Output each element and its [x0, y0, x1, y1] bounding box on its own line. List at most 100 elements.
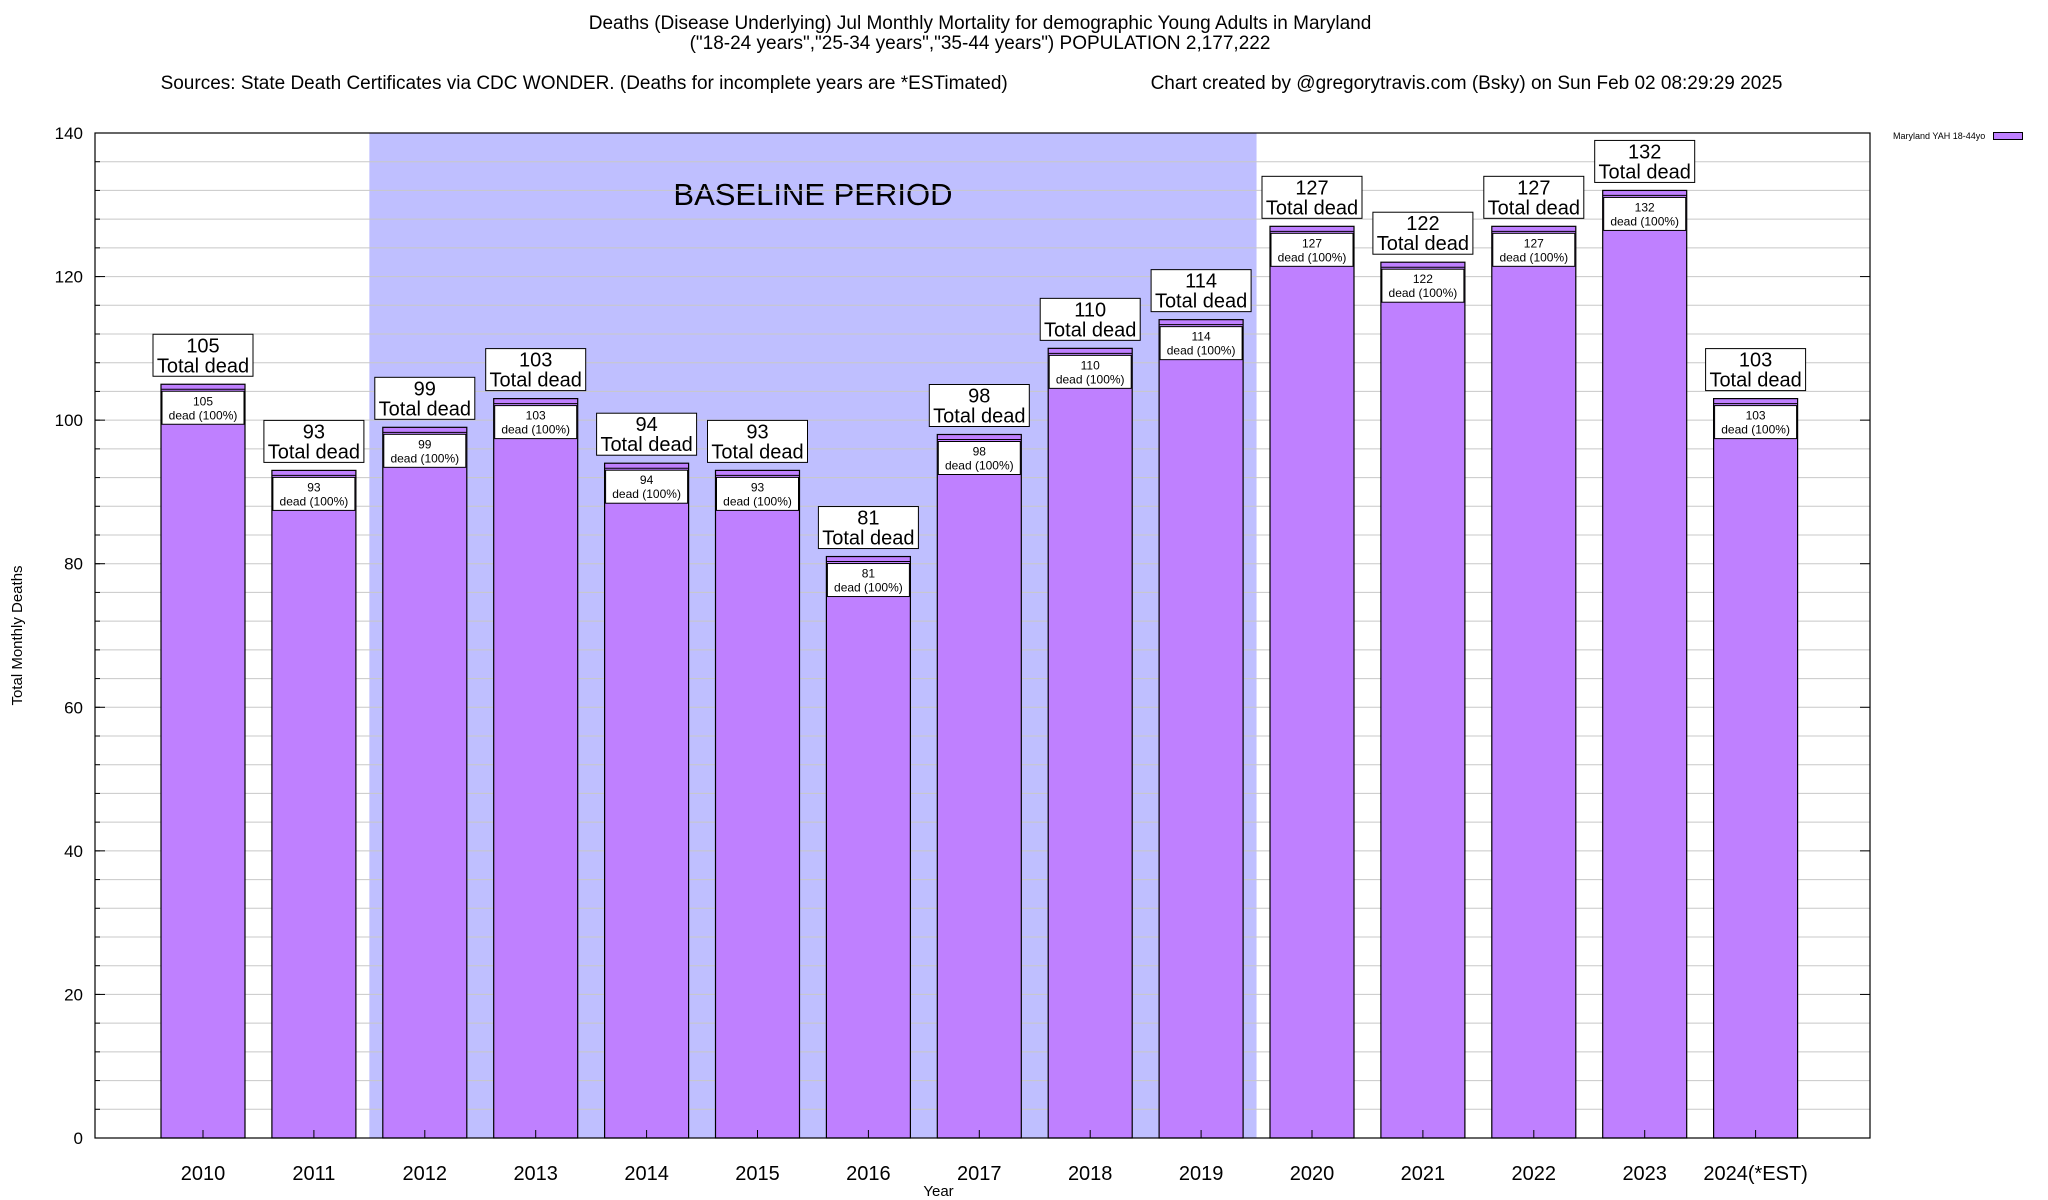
x-tick-label: 2022 — [1512, 1163, 1557, 1185]
bar — [714, 469, 801, 1139]
top-label-text: Total dead — [490, 370, 582, 392]
inner-label-box — [937, 441, 1021, 475]
top-label-value: 103 — [519, 350, 552, 372]
top-label-box — [485, 348, 587, 392]
chart-credit: Chart created by @gregorytravis.com (Bsk… — [1140, 54, 1783, 94]
inner-label-box — [272, 476, 356, 511]
top-label-value: 81 — [857, 508, 879, 530]
credit-text: Chart created by @gregorytravis.com (Bsk… — [1150, 73, 1783, 94]
bar — [1602, 189, 1688, 1139]
bar — [493, 398, 579, 1139]
inner-label-value: 110 — [1081, 358, 1100, 372]
top-label-box — [707, 419, 808, 463]
bar — [1380, 261, 1466, 1139]
bar — [382, 426, 468, 1139]
y-tick-label: 120 — [55, 268, 83, 287]
inner-label-box — [1381, 268, 1465, 303]
inner-label-text: dead (100%) — [1167, 344, 1236, 358]
top-label-box — [1483, 175, 1585, 219]
inner-label-value: 114 — [1192, 330, 1211, 344]
inner-label-box — [1492, 232, 1576, 267]
inner-label-text: dead (100%) — [1499, 250, 1568, 264]
inner-label-text: dead (100%) — [1721, 423, 1790, 437]
bar — [603, 462, 690, 1139]
x-tick-label: 2012 — [403, 1163, 448, 1185]
top-label-box — [596, 412, 698, 456]
inner-label-box — [1048, 354, 1132, 389]
top-label-box — [1705, 348, 1807, 392]
x-tick-label: 2014 — [624, 1163, 669, 1185]
y-tick-label: 80 — [64, 555, 83, 574]
inner-label-text: dead (100%) — [1278, 250, 1347, 264]
top-label-value: 110 — [1074, 299, 1106, 321]
top-label-text: Total dead — [711, 441, 803, 463]
x-axis-title: Year — [923, 1183, 953, 1200]
inner-label-text: dead (100%) — [945, 459, 1014, 473]
bar — [160, 383, 246, 1139]
x-tick-label: 2010 — [181, 1163, 226, 1185]
top-label-value: 99 — [414, 378, 436, 400]
inner-label-box — [605, 469, 689, 504]
top-label-box — [1261, 175, 1363, 219]
inner-label-text: dead (100%) — [612, 487, 681, 501]
inner-label-value: 103 — [1746, 409, 1766, 423]
chart-title-line1: Deaths (Disease Underlying) Jul Monthly … — [588, 13, 1372, 34]
top-label-value: 98 — [968, 386, 990, 408]
inner-label-value: 81 — [862, 567, 876, 581]
x-tick-label: 2018 — [1068, 1163, 1113, 1185]
x-tick-label: 2023 — [1622, 1163, 1667, 1185]
top-label-box — [263, 419, 365, 463]
inner-label-value: 99 — [418, 437, 432, 451]
legend: Maryland YAH 18-44yo — [1893, 131, 2024, 141]
inner-label-box — [383, 433, 467, 468]
top-label-text: Total dead — [822, 528, 914, 550]
top-label-text: Total dead — [379, 398, 471, 420]
top-label-text: Total dead — [268, 441, 360, 463]
chart-title-line3: Sources: State Death Certificates via CD… — [150, 54, 1008, 94]
inner-label-box — [826, 563, 910, 598]
x-tick-label: 2020 — [1290, 1163, 1335, 1185]
inner-label-value: 105 — [193, 394, 213, 408]
top-label-box — [1150, 269, 1252, 313]
top-label-box — [1039, 297, 1141, 341]
x-tick-label: 2017 — [957, 1163, 1002, 1185]
y-tick-label: 100 — [55, 411, 83, 430]
inner-label-value: 103 — [526, 409, 546, 423]
top-label-value: 132 — [1628, 141, 1661, 163]
top-label-text: Total dead — [1599, 161, 1691, 183]
inner-label-text: dead (100%) — [834, 581, 903, 595]
inner-label-value: 94 — [640, 473, 654, 487]
bar — [1269, 225, 1355, 1139]
top-label-text: Total dead — [1709, 370, 1801, 392]
top-label-text: Total dead — [1155, 291, 1247, 313]
x-tick-label: 2024(*EST) — [1703, 1163, 1808, 1185]
top-label-value: 93 — [746, 421, 768, 443]
x-tick-label: 2015 — [735, 1163, 780, 1185]
inner-label-value: 93 — [751, 480, 765, 494]
top-label-text: Total dead — [1377, 233, 1469, 255]
inner-label-text: dead (100%) — [390, 451, 459, 465]
inner-label-box — [1270, 232, 1354, 267]
top-label-value: 94 — [635, 414, 657, 436]
x-tick-label: 2016 — [846, 1163, 891, 1185]
top-label-box — [374, 376, 476, 420]
top-label-value: 127 — [1295, 177, 1328, 199]
bar — [1491, 225, 1577, 1139]
legend-swatch — [1993, 132, 2024, 140]
y-tick-label: 140 — [55, 124, 83, 143]
inner-label-text: dead (100%) — [1389, 286, 1458, 300]
x-tick-label: 2011 — [292, 1163, 335, 1185]
x-tick-label: 2013 — [513, 1163, 558, 1185]
inner-label-text: dead (100%) — [1610, 214, 1679, 228]
top-label-value: 93 — [303, 421, 325, 443]
inner-label-text: dead (100%) — [1056, 372, 1125, 386]
top-label-text: Total dead — [600, 434, 692, 456]
inner-label-box — [161, 390, 245, 425]
x-tick-label: 2019 — [1179, 1163, 1224, 1185]
plot-frame — [94, 132, 1871, 1139]
axis-layer: 0 20 40 60 80 100 120 140 2010 2011 2012 2013 2014 20… — [9, 124, 1871, 1200]
baseline-band-label: BASELINE PERIOD — [673, 177, 952, 212]
top-label-text: Total dead — [1488, 197, 1580, 219]
